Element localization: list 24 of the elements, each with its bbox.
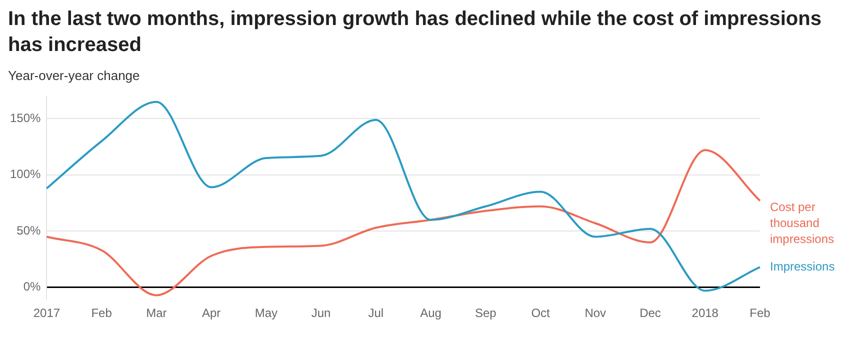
x-tick-label: Mar xyxy=(146,306,167,320)
x-tick-label: May xyxy=(254,306,278,320)
x-tick-label: Aug xyxy=(420,306,442,320)
y-tick-label: 50% xyxy=(16,223,42,238)
x-tick-label: Oct xyxy=(531,306,551,320)
x-tick-label: Nov xyxy=(584,306,606,320)
x-tick-label: Dec xyxy=(640,306,661,320)
x-tick-label: Sep xyxy=(474,306,497,320)
x-tick-label: Apr xyxy=(202,306,221,320)
series-label: Impressions xyxy=(770,259,835,274)
x-tick-label: Jul xyxy=(368,306,384,320)
x-tick-label: 2018 xyxy=(692,306,719,320)
x-tick-label: Jun xyxy=(311,306,331,320)
x-tick-label: Feb xyxy=(91,306,112,320)
y-tick-label: 100% xyxy=(10,167,42,182)
x-tick-label: 2017 xyxy=(33,306,60,320)
y-tick-label: 0% xyxy=(23,280,42,294)
line-series xyxy=(46,100,761,292)
chart-title: In the last two months, impression growth has declined while the cost of impressions has increased xyxy=(8,7,822,58)
series-label: Cost per thousand impressions xyxy=(770,200,834,246)
y-tick-label: 150% xyxy=(10,111,42,125)
x-tick-label: Feb xyxy=(750,306,771,320)
line-series xyxy=(46,149,761,296)
chart-subtitle: Year-over-year change xyxy=(8,68,141,83)
